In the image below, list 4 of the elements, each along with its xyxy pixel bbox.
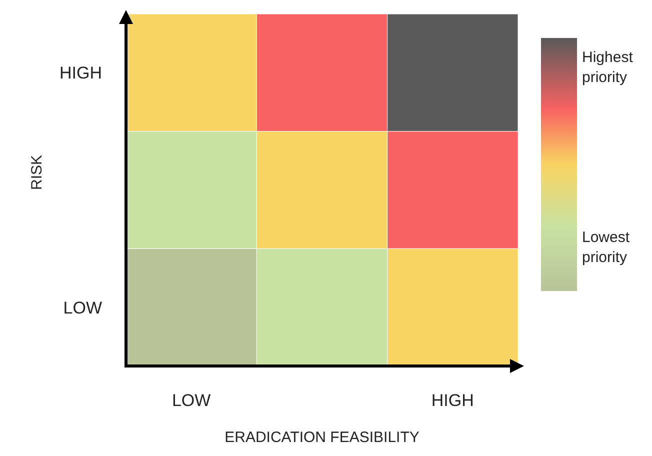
color-bar-label: Highest priority (582, 48, 634, 88)
x-axis-title: ERADICATION FEASIBILITY (224, 429, 420, 446)
color-bar-label: Lowest priority (582, 228, 631, 268)
y-axis-title: RISK (28, 154, 46, 190)
